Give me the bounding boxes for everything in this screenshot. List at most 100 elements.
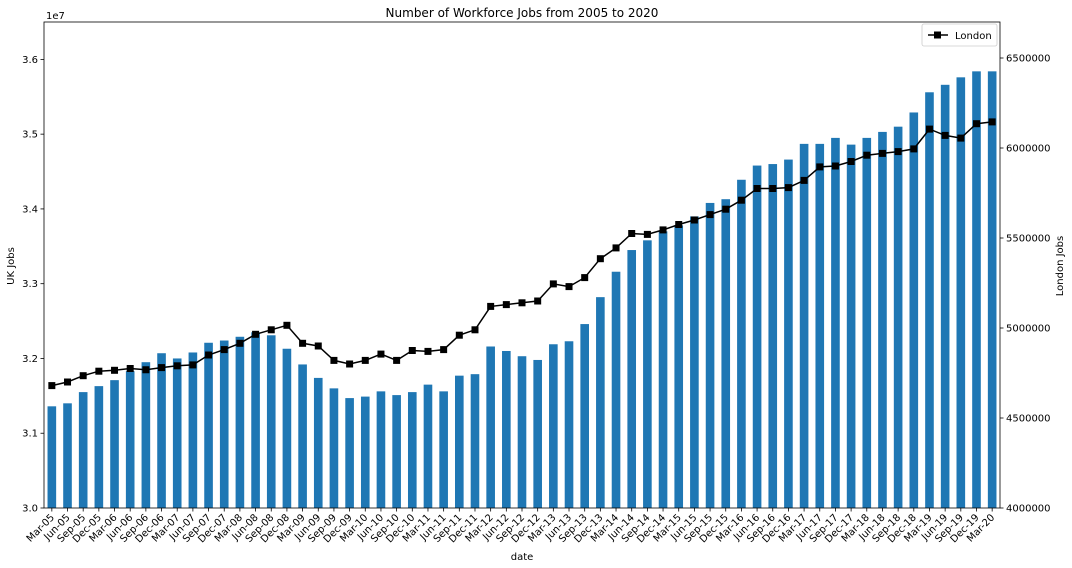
y-offset-text: 1e7 [46,11,65,22]
london-marker-Sep-17 [831,162,839,170]
y-tick-label: 3.5 [22,130,38,141]
london-marker-Mar-07 [173,362,181,370]
bar-Sep-18 [893,126,903,508]
london-marker-Mar-14 [612,244,620,252]
london-marker-Mar-18 [863,151,871,159]
london-marker-Jun-17 [816,163,824,171]
y-tick-label: 3.6 [22,55,38,66]
y2-tick-label: 5000000 [1006,324,1051,335]
london-marker-Sep-09 [330,356,338,364]
bar-Dec-13 [596,297,605,508]
london-marker-Jun-10 [377,350,385,358]
bar-Mar-05 [47,406,57,508]
london-marker-Jun-19 [941,131,949,139]
london-marker-Jun-08 [252,330,260,338]
bar-Jun-13 [564,341,574,508]
bar-Jun-11 [439,391,448,508]
london-jobs-line [48,118,996,390]
bar-Dec-12 [533,359,542,508]
bar-Dec-07 [219,340,229,508]
bar-Mar-20 [987,71,997,509]
bar-Dec-16 [784,159,793,508]
bar-Sep-08 [266,335,276,508]
london-marker-Sep-12 [518,299,526,307]
bar-Sep-13 [580,324,589,508]
bar-Mar-17 [799,143,809,508]
london-marker-Sep-18 [894,148,902,156]
london-marker-Jun-16 [753,185,761,192]
bar-Mar-10 [360,396,370,508]
bar-Mar-15 [674,225,684,508]
london-marker-Sep-16 [769,185,777,192]
y2-tick-label: 6000000 [1006,144,1051,155]
london-marker-Dec-08 [283,321,291,329]
london-marker-Dec-05 [95,367,103,375]
london-marker-Mar-17 [800,176,808,184]
bar-Dec-05 [94,386,104,508]
london-marker-Sep-07 [205,351,213,359]
bar-Sep-06 [141,362,151,508]
y2-tick-label: 6500000 [1006,54,1051,65]
london-marker-Mar-19 [925,125,933,133]
bar-Mar-14 [611,271,621,508]
right-y-axis: 4000000 4500000 5000000 5500000 6000000 65000… [1000,54,1051,515]
bar-Dec-08 [282,348,292,508]
london-marker-Jun-06 [126,365,134,372]
bar-Mar-07 [172,358,182,508]
bar-Sep-09 [329,388,339,508]
bar-Jun-06 [125,371,135,508]
london-marker-Sep-13 [581,274,589,282]
uk-jobs-bars [47,71,997,509]
bar-Jun-12 [502,350,511,508]
legend-marker-swatch [934,31,941,39]
bar-Sep-11 [455,375,464,508]
bar-Jun-08 [251,332,260,508]
london-marker-Dec-18 [910,145,918,153]
legend-box [921,23,998,47]
london-marker-Sep-05 [79,372,87,380]
bar-Sep-05 [78,392,88,508]
london-marker-Sep-14 [643,230,651,238]
london-marker-Sep-06 [142,366,150,374]
y2-tick-label: 5500000 [1006,234,1051,245]
london-marker-Mar-11 [424,347,432,355]
bar-Mar-08 [235,336,245,508]
london-marker-Dec-17 [847,158,855,165]
bar-Sep-12 [517,356,527,508]
london-marker-Mar-06 [111,366,119,374]
london-marker-Dec-15 [722,205,730,213]
london-marker-Jun-12 [502,301,510,309]
london-marker-Jun-15 [690,216,698,224]
london-marker-Mar-15 [675,221,683,228]
london-marker-Dec-06 [158,364,166,372]
chart-title: Number of Workforce Jobs from 2005 to 20… [386,6,659,20]
legend: London [921,23,998,47]
london-marker-Dec-13 [596,255,604,263]
london-marker-Sep-15 [706,211,714,219]
london-marker-Dec-14 [659,226,667,234]
bar-Jun-15 [690,216,699,508]
bar-Sep-16 [768,164,778,509]
bar-Mar-18 [862,137,872,508]
y-tick-label: 3.4 [22,204,38,215]
london-marker-Sep-10 [393,356,401,364]
london-marker-Jun-09 [314,342,322,350]
london-marker-Jun-18 [878,149,886,157]
bar-Dec-09 [345,398,354,508]
bar-Sep-07 [204,342,213,508]
bar-Sep-10 [392,395,401,508]
bar-Sep-17 [831,137,840,508]
london-marker-Dec-12 [534,297,542,305]
bar-Jun-18 [878,131,887,508]
y-tick-label: 3.1 [22,429,38,440]
london-marker-Dec-10 [408,347,416,354]
bar-Jun-17 [815,143,825,508]
london-marker-Mar-05 [48,382,56,390]
london-marker-Jun-07 [189,361,197,369]
london-marker-Mar-20 [988,118,996,126]
y-tick-label: 3.0 [22,504,38,515]
bar-Sep-14 [643,240,652,508]
bar-Jun-05 [63,403,72,508]
bar-Mar-19 [925,92,934,508]
